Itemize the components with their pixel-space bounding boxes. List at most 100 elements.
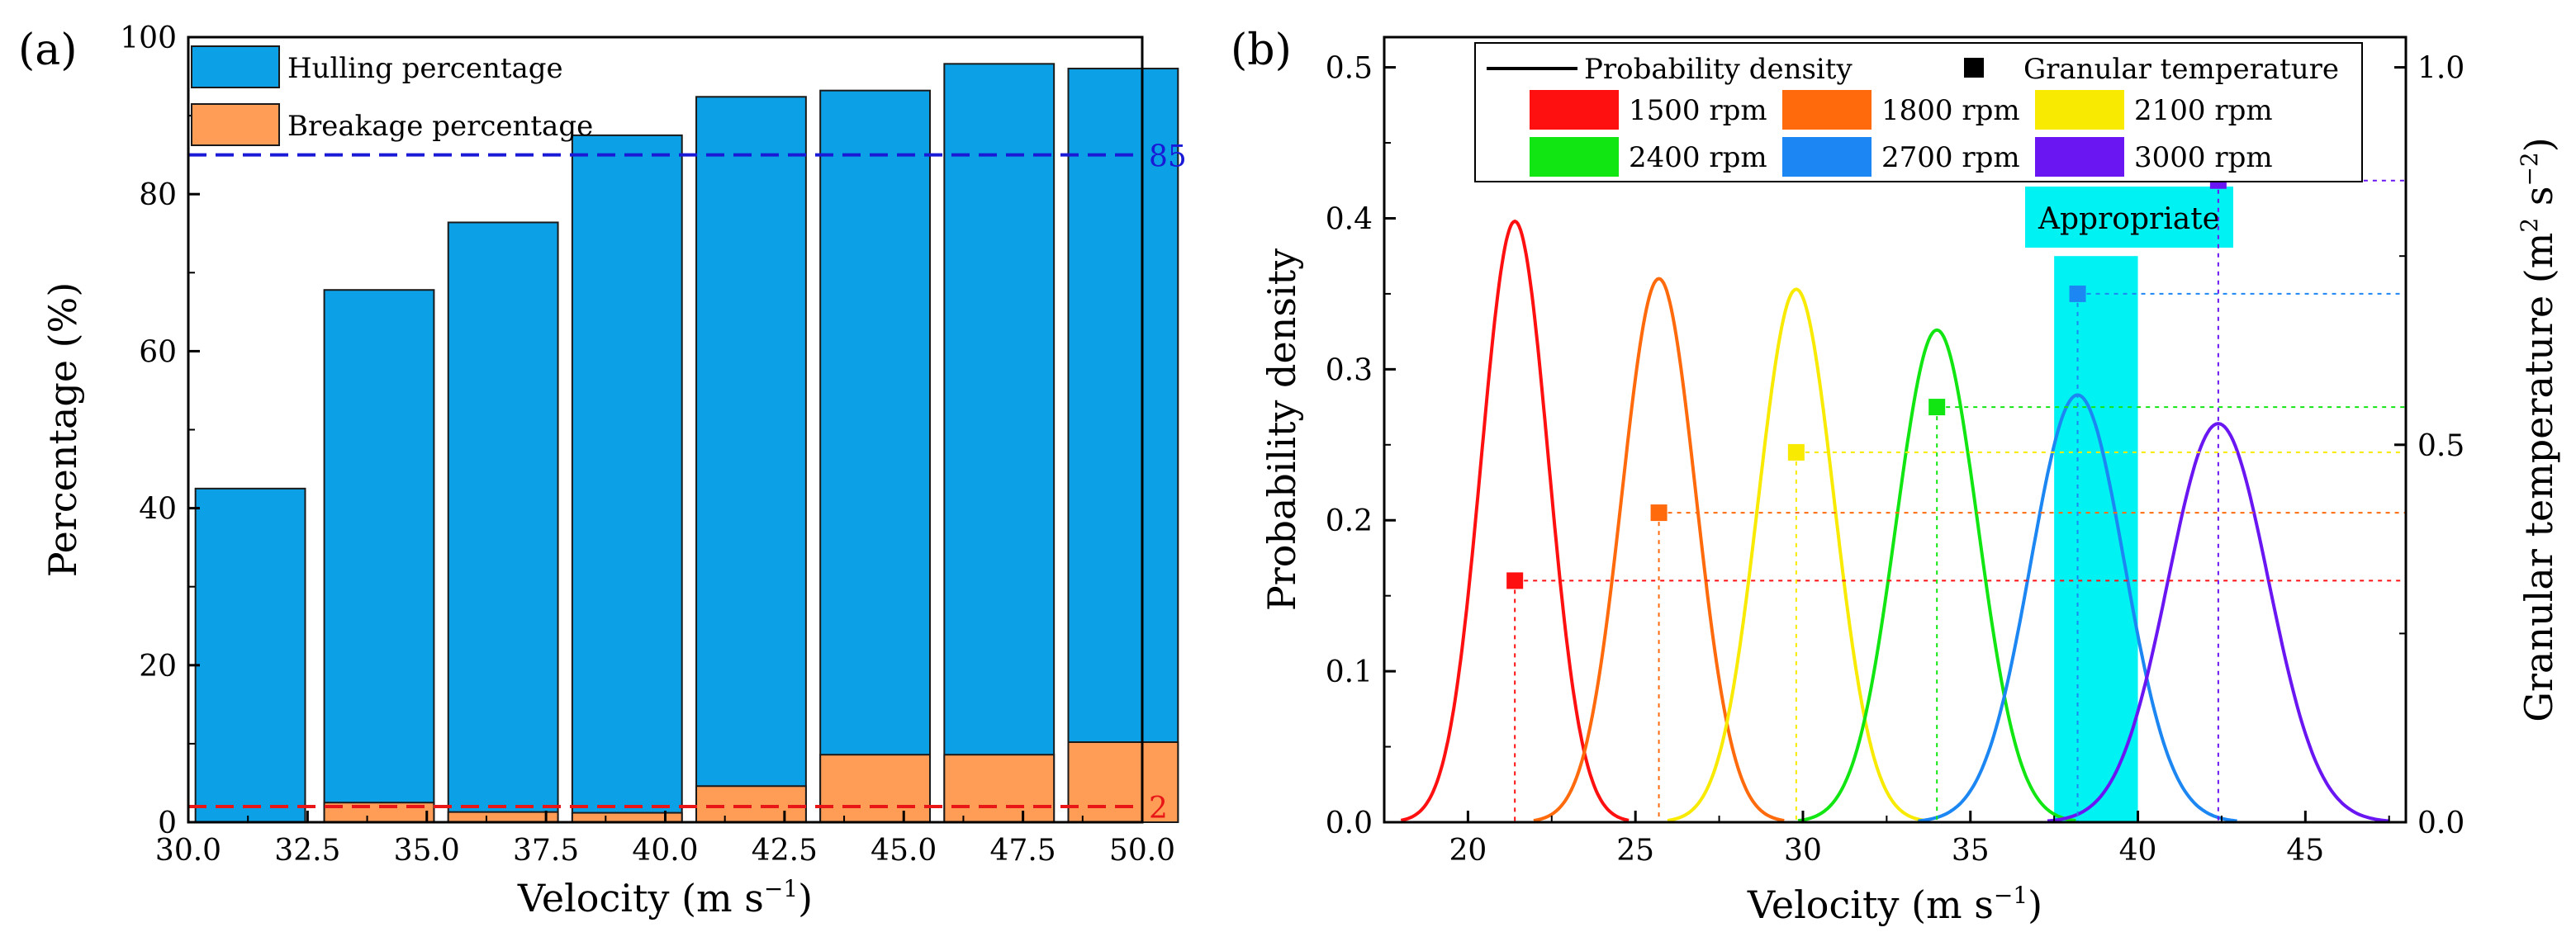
x-tick-label: 37.5 [513,834,579,868]
hulling-bar [943,63,1056,824]
breakage-bar [819,754,932,823]
hulling-bar [323,289,435,823]
breakage-bar [943,754,1056,823]
x-tick-label: 35 [1952,834,1990,868]
legend-label: Hulling percentage [287,52,563,85]
x-tick-label: 42.5 [752,834,818,868]
panel-b-ticks: 20 25 30 35 40 45 0.0 0.1 0.2 0.3 0.4 0.5 0.0 0.5 1.0 [1326,52,2465,868]
legend-line-label: Probability density [1584,53,1853,86]
legend-swatch [1530,137,1619,177]
panel-a-x-axis-label-main: Velocity (m s [517,876,764,920]
y-tick-label: 0.3 [1326,353,1373,387]
hulling-bar [447,221,559,824]
density-curve-3000-rpm [2047,422,2389,823]
appropriate-label: Appropriate [2038,202,2220,236]
y2-tick-label: 0.0 [2417,807,2465,840]
panel-a-ticks: 30.0 32.5 35.0 37.5 40.0 42.5 45.0 47.5 50.0 0 20 4… [120,21,1175,868]
y-tick-label: 20 [139,650,177,684]
panel-b-x-axis-label-main: Velocity (m s [1747,882,1994,927]
x-tick-label: 20 [1449,834,1487,868]
x-tick-label: 30 [1784,834,1822,868]
panel-b-label: (b) [1231,26,1292,75]
panel-a-label: (a) [18,26,78,75]
reference-label-85: 85 [1149,140,1187,174]
legend-label: 2100 rpm [2134,94,2273,127]
density-curve-1800-rpm [1533,277,1785,822]
panel-b-legend: Probability density Granular temperature1… [1474,42,2363,182]
breakage-bar [1067,740,1179,823]
x-tick-label: 45.0 [871,834,937,868]
hulling-bar [695,96,807,823]
panel-b-y2-axis-label-sup2: −2 [2516,152,2543,186]
panel-b-y2-axis-label: Granular temperature (m2 s−2) [2516,137,2561,722]
legend-marker-label: Granular temperature [2023,53,2339,86]
legend-swatch [191,45,280,88]
y-tick-label: 0.4 [1326,202,1373,236]
x-tick-label: 50.0 [1109,834,1175,868]
density-curve-2400-rpm [1797,328,2076,823]
temperature-marker-1500-rpm [1506,572,1524,589]
panel-b-x-axis-label: Velocity (m s−1) [1747,882,2042,927]
y-tick-label: 0.5 [1326,52,1373,86]
legend-label: Breakage percentage [287,110,593,143]
panel-a-x-axis-label-end: ) [798,876,813,920]
legend-label: 1800 rpm [1881,94,2020,127]
hulling-bar [1067,68,1179,824]
y-tick-label: 0.2 [1326,504,1373,538]
x-tick-label: 35.0 [394,834,460,868]
hulling-bar [819,89,932,823]
panel-b-marks: Appropriate [1400,172,2406,823]
panel-b-y2-axis-label-main: Granular temperature (m [2517,233,2561,722]
y-tick-label: 60 [139,335,177,369]
legend-label: 2400 rpm [1629,141,1767,174]
y-tick-label: 0.0 [1326,807,1373,840]
panel-b-y-axis-label: Probability density [1260,248,1304,611]
temperature-marker-2400-rpm [1928,399,1946,416]
panel-b-y2-axis-label-end: ) [2517,137,2561,152]
legend-label: 3000 rpm [2134,141,2273,174]
panel-b: (b) Appropriate 20 25 30 35 40 45 0.0 0.1 0.2 0.3… [1231,26,2561,927]
legend-swatch [191,103,280,146]
x-tick-label: 47.5 [990,834,1056,868]
panel-b-y2-axis-label-sup1: 2 [2516,218,2543,233]
breakage-bar [695,785,807,824]
density-curve-1500-rpm [1400,219,1630,822]
y-tick-label: 80 [139,178,177,212]
panel-a-x-axis-label-sup: −1 [764,875,798,902]
temperature-marker-1800-rpm [1650,504,1668,522]
panel-a: (a) 85 2 30.0 32.5 35.0 37.5 40.0 42.5 45.0 47.5… [18,21,1187,920]
panel-a-legend: Hulling percentage Breakage percentage [191,45,593,146]
temperature-marker-2100-rpm [1787,443,1805,461]
breakage-bar [447,811,559,824]
temperature-marker-2700-rpm [2069,285,2086,302]
x-tick-label: 40 [2119,834,2157,868]
panel-a-y-axis-label: Percentage (%) [40,282,85,578]
panel-a-marks: 85 2 [188,63,1187,826]
y-tick-label: 0 [158,807,177,840]
panel-a-x-axis-label: Velocity (m s−1) [517,875,813,920]
x-tick-label: 45 [2286,834,2324,868]
y2-tick-label: 0.5 [2417,429,2465,463]
hulling-bar [194,487,306,823]
panel-b-x-axis-label-end: ) [2028,882,2042,927]
legend-label: 1500 rpm [1629,94,1767,127]
legend-swatch [2035,137,2124,177]
x-tick-label: 30.0 [155,834,221,868]
x-tick-label: 32.5 [274,834,340,868]
legend-label: 2700 rpm [1881,141,2020,174]
legend-swatch [2035,90,2124,130]
panel-b-x-axis-label-sup: −1 [1994,882,2028,909]
y2-tick-label: 1.0 [2417,52,2465,86]
panel-b-y2-axis-label-mid: s [2517,187,2561,218]
x-tick-label: 40.0 [632,834,698,868]
panel-b-plot-frame [1383,35,2408,824]
density-curve-2100-rpm [1667,287,1925,822]
legend-marker-sample [1964,58,1984,78]
legend-box [1474,42,2363,182]
y-tick-label: 0.1 [1326,655,1373,689]
appropriate-band [2054,256,2138,822]
y-tick-label: 40 [139,493,177,527]
legend-swatch [1782,90,1872,130]
reference-label-2: 2 [1149,792,1168,826]
